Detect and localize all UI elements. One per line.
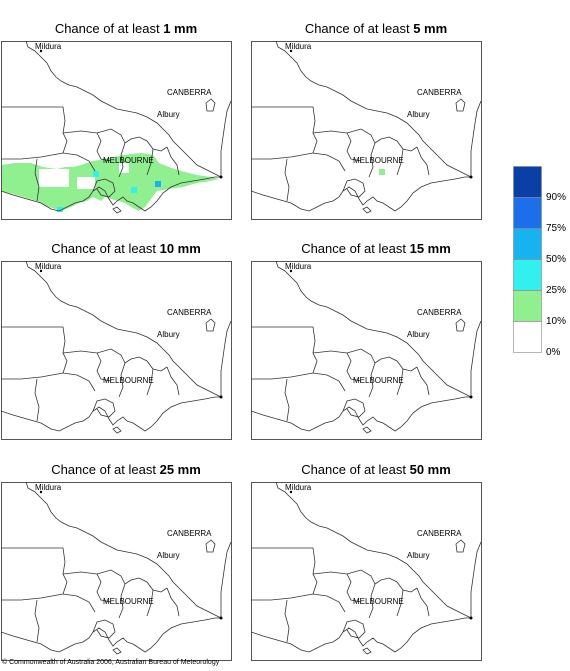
legend-swatch-10 [513,290,542,322]
label-canberra: CANBERRA [167,529,212,538]
rain-cell-10pct [379,169,385,175]
label-melbourne: MELBOURNE [103,376,154,385]
map-15mm: Mildura CANBERRA Albury MELBOURNE [251,261,482,440]
copyright-footer: © Commonwealth of Australia 2006, Austra… [2,659,220,666]
label-albury: Albury [407,330,430,339]
legend-label-50: 50% [546,254,567,265]
panel-15mm: Chance of at least 15 mm Mildura CANBERR… [251,241,501,443]
panel-title: Chance of at least 10 mm [51,241,201,256]
label-albury: Albury [157,330,180,339]
panel-title: Chance of at least 25 mm [51,462,201,477]
legend-label-0: 0% [546,347,561,358]
label-melbourne: MELBOURNE [103,156,154,165]
rain-cell-25pct [57,207,63,212]
legend-swatch-50 [513,228,542,260]
label-canberra: CANBERRA [417,88,462,97]
legend-swatches [513,166,542,353]
label-mildura: Mildura [35,42,62,51]
rain-cell-50pct [155,181,161,187]
label-canberra: CANBERRA [417,308,462,317]
map-50mm: Mildura CANBERRA Albury MELBOURNE [251,482,482,661]
label-mildura: Mildura [285,483,312,492]
map-25mm: Mildura CANBERRA Albury MELBOURNE [1,482,232,661]
label-canberra: CANBERRA [167,308,212,317]
panel-title: Chance of at least 5 mm [304,21,448,36]
panel-title: Chance of at least 15 mm [301,241,451,256]
label-melbourne: MELBOURNE [353,156,404,165]
legend-swatch-0 [513,321,542,353]
rain-cell-25pct [131,187,137,193]
legend-swatch-90 [513,166,542,198]
panel-25mm: Chance of at least 25 mm Mildura CANBERR… [1,462,251,664]
panel-10mm: Chance of at least 10 mm Mildura CANBERR… [1,241,251,443]
label-canberra: CANBERRA [167,88,212,97]
legend-label-10: 10% [546,316,567,327]
label-canberra: CANBERRA [417,529,462,538]
legend-swatch-25 [513,259,542,291]
legend-label-25: 25% [546,285,567,296]
label-mildura: Mildura [285,42,312,51]
panel-1mm: Chance of at least 1 mm Mildura CANBERRA… [1,21,251,223]
rain-area-10pct [1,153,219,211]
label-melbourne: MELBOURNE [353,376,404,385]
label-mildura: Mildura [285,262,312,271]
panel-5mm: Chance of at least 5 mm Mildura CANBERRA… [251,21,501,223]
legend-label-75: 75% [546,223,567,234]
probability-legend: 90% 75% 50% 25% 10% 0% [513,166,570,366]
label-albury: Albury [407,110,430,119]
panel-title: Chance of at least 1 mm [54,21,198,36]
legend-label-90: 90% [546,192,567,203]
panel-50mm: Chance of at least 50 mm Mildura CANBERR… [251,462,501,664]
panel-title: Chance of at least 50 mm [301,462,451,477]
legend-swatch-75 [513,197,542,229]
label-albury: Albury [407,551,430,560]
map-1mm: Mildura CANBERRA Albury MELBOURNE [1,41,232,220]
map-10mm: Mildura CANBERRA Albury MELBOURNE [1,261,232,440]
label-albury: Albury [157,551,180,560]
label-mildura: Mildura [35,262,62,271]
map-5mm: Mildura CANBERRA Albury MELBOURNE [251,41,482,220]
label-mildura: Mildura [35,483,62,492]
rain-cell-25pct [93,171,99,177]
label-albury: Albury [157,110,180,119]
label-melbourne: MELBOURNE [103,597,154,606]
label-melbourne: MELBOURNE [353,597,404,606]
